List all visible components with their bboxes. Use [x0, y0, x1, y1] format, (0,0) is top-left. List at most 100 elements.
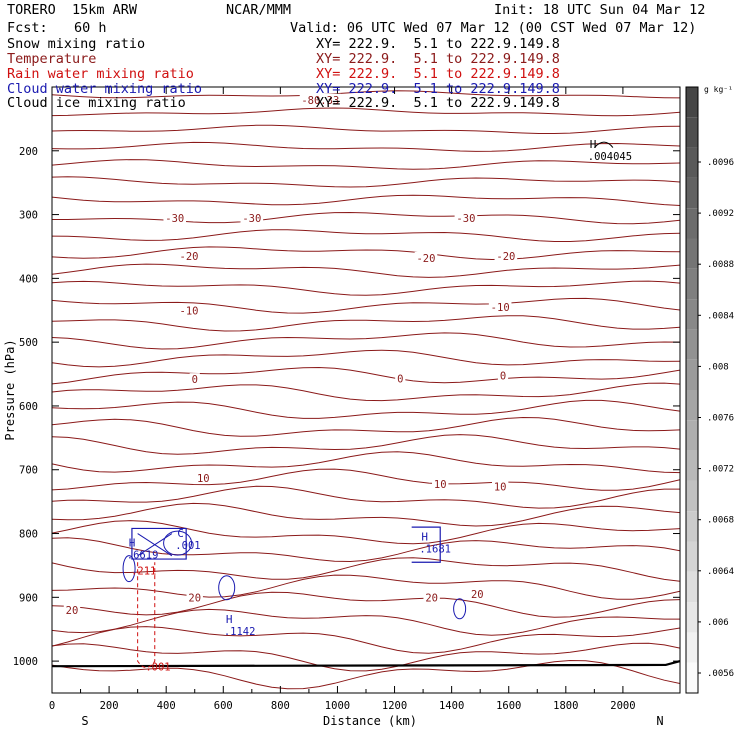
isotherm-line	[52, 591, 680, 618]
cloud-water-contour	[453, 598, 467, 620]
isotherm-label-bg	[491, 480, 509, 493]
isotherm-line	[52, 315, 680, 332]
colorbar-tick-label: .0076	[707, 414, 734, 424]
extremum-value: .211	[131, 566, 156, 578]
x-tick-label: 200	[100, 700, 119, 712]
colorbar-tick-label: .0068	[707, 516, 734, 526]
cloud-water-contour	[411, 526, 441, 563]
colorbar-segment	[686, 117, 698, 148]
isotherm-line	[52, 90, 680, 99]
colorbar-frame	[685, 86, 699, 694]
extremum-marker: H	[421, 530, 428, 543]
isotherm-line	[52, 520, 680, 545]
isotherm-line	[52, 485, 680, 509]
x-tick-label: 1600	[496, 700, 521, 712]
cloud-water-contour	[131, 527, 187, 560]
isotherm-label: 20	[66, 605, 79, 617]
legend-label-cloud-water: Cloud water mixing ratio	[7, 81, 203, 97]
legend-xy-cloud-ice: XY= 222.9. 5.1 to 222.9.149.8	[316, 95, 560, 111]
isotherm-line	[52, 176, 680, 188]
isotherm-label-bg	[395, 372, 406, 385]
isotherm-label-bg	[189, 373, 200, 386]
extremum-value: .001	[145, 661, 170, 673]
isotherm-label: -30	[165, 213, 184, 225]
isotherm-line	[52, 159, 680, 170]
isotherm-label-bg	[163, 211, 187, 224]
isotherm-line	[52, 557, 680, 582]
isotherm-label: -20	[416, 253, 435, 265]
colorbar-segment	[686, 632, 698, 663]
isotherm-line	[52, 537, 680, 563]
isotherm-label: -30	[242, 213, 261, 225]
isotherm-label: 10	[197, 473, 210, 485]
y-axis-label: Pressure (hPa)	[3, 339, 17, 440]
isotherm-label-bg	[63, 604, 81, 617]
y-tick-label: 400	[19, 273, 38, 285]
isotherm-line	[52, 366, 680, 385]
x-tick-label: 2000	[610, 700, 635, 712]
rain-water-contour	[137, 562, 156, 668]
x-right-endpoint: N	[656, 714, 663, 728]
isotherm-label-bg	[488, 301, 512, 314]
isotherm-label: 20	[471, 589, 484, 601]
legend-xy-temperature: XY= 222.9. 5.1 to 222.9.149.8	[316, 51, 560, 67]
valid-time: Valid: 06 UTC Wed 07 Mar 12 (00 CST Wed …	[290, 20, 697, 36]
extremum-value: .1681	[419, 543, 451, 555]
isotherm-line	[52, 608, 680, 636]
plot-background	[52, 87, 680, 693]
surface-line	[52, 660, 680, 668]
colorbar-segment	[686, 511, 698, 542]
isotherm-line	[52, 399, 680, 419]
model-name: TORERO 15km ARW	[7, 2, 138, 18]
isotherm-line	[52, 349, 680, 368]
isotherm-line	[52, 416, 680, 437]
x-tick-label: 1000	[325, 700, 350, 712]
colorbar-tick-label: .008	[707, 362, 729, 372]
colorbar-segment	[686, 299, 698, 330]
temperature-labels: -80.33 -30 -30 -30 -20 -20 -20 -10 -10 0 0 0 10 10 10 2…	[63, 93, 518, 617]
cloud-water-contour	[163, 530, 193, 556]
colorbar-segment	[686, 571, 698, 603]
extremum-marker: H	[590, 138, 597, 151]
x-tick-label: 0	[49, 700, 55, 712]
extremum-value: .001	[175, 540, 200, 552]
y-tick-label: 700	[19, 465, 38, 477]
isotherm-label: 10	[434, 479, 447, 491]
isotherm-label: 0	[500, 370, 506, 382]
isotherm-label: -20	[496, 251, 515, 263]
y-tick-label: 200	[19, 146, 38, 158]
colorbar-tick-label: .0088	[707, 260, 734, 270]
x-tick-label: 1200	[382, 700, 407, 712]
colorbar-tick-label: .0072	[707, 465, 734, 475]
isotherm-label: 20	[425, 592, 438, 604]
colorbar-tick-label: .0064	[707, 567, 734, 577]
isotherm-line	[52, 229, 680, 242]
x-tick-label: 400	[157, 700, 176, 712]
y-tick-label: 600	[19, 401, 38, 413]
colorbar-tick-label: .0056	[707, 669, 734, 679]
cloud-water-contour	[218, 575, 236, 601]
x-tick-label: 1800	[553, 700, 578, 712]
isotherm-line	[52, 451, 680, 474]
init-time: Init: 18 UTC Sun 04 Mar 12	[494, 2, 706, 18]
y-tick-label: 800	[19, 529, 38, 541]
colorbar-segment	[686, 147, 698, 178]
isotherm-label-bg	[423, 591, 440, 604]
colorbar-segment	[686, 268, 698, 300]
colorbar-tick-label: .0096	[707, 158, 734, 168]
isotherm-line	[52, 263, 680, 278]
y-tick-label: 900	[19, 592, 38, 604]
legend-label-rain: Rain water mixing ratio	[7, 66, 194, 82]
extremum-marker: H	[129, 537, 136, 550]
isotherm-line	[52, 246, 680, 261]
x-tick-label: 800	[271, 700, 290, 712]
legend-xy-snow: XY= 222.9. 5.1 to 222.9.149.8	[316, 36, 560, 52]
colorbar-segment	[686, 329, 698, 360]
isotherm-line	[52, 280, 680, 296]
x-tick-label: 1400	[439, 700, 464, 712]
temperature-contours	[52, 90, 680, 690]
isotherm-label-bg	[177, 304, 201, 317]
colorbar-segment	[686, 238, 698, 269]
colorbar-segment	[686, 177, 698, 209]
